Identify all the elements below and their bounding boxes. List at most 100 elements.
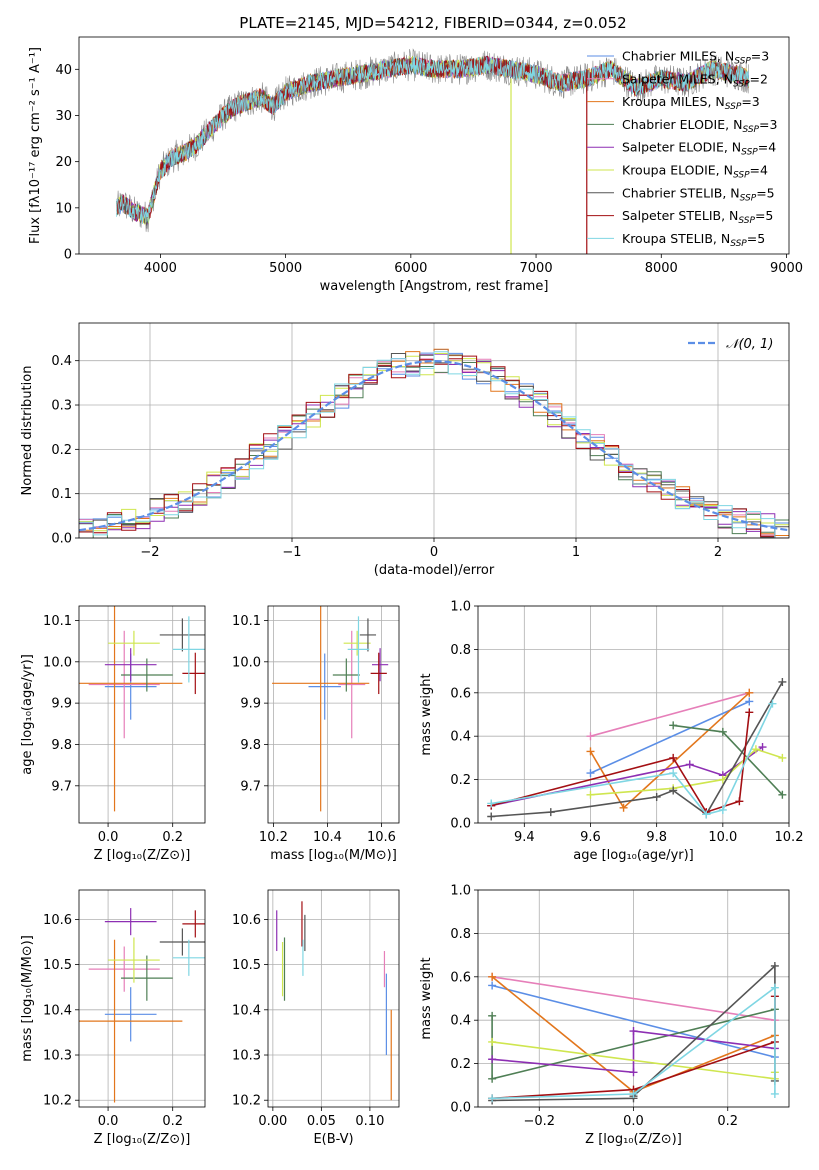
y-tick-label: 0.1 bbox=[51, 487, 72, 502]
data-point bbox=[669, 769, 678, 778]
y-tick-label: 0.2 bbox=[450, 1057, 471, 1072]
x-axis-label: Z [log₁₀(Z/Z⊙)] bbox=[585, 1132, 682, 1147]
data-point bbox=[669, 753, 678, 762]
panel-mass_vs_EBV: 0.00 0.05 0.10 10.2 10.3 10.4 10.5 10.6 E(B-V) bbox=[232, 889, 400, 1147]
y-tick-label: 10.4 bbox=[232, 1003, 261, 1018]
legend-label-n: =3 bbox=[741, 94, 759, 109]
y-tick-label: 0.8 bbox=[450, 643, 471, 658]
legend-label-text: Salpeter ELODIE, N bbox=[622, 140, 741, 155]
normal-curve bbox=[79, 359, 789, 532]
y-tick-label: 10.5 bbox=[43, 958, 72, 973]
y-tick-label: 0.6 bbox=[450, 970, 471, 985]
x-tick-label: 9.6 bbox=[580, 830, 601, 845]
x-tick-label: 10.0 bbox=[708, 830, 737, 845]
x-tick-label: 1 bbox=[572, 545, 580, 560]
y-tick-label: 10.6 bbox=[232, 913, 261, 928]
x-tick-label: 9.4 bbox=[514, 830, 535, 845]
x-axis-label: Z [log₁₀(Z/Z⊙)] bbox=[94, 848, 191, 863]
y-tick-label: 30 bbox=[55, 109, 72, 124]
legend-label-n: =3 bbox=[751, 49, 769, 64]
series-line bbox=[492, 985, 776, 1100]
data-point bbox=[770, 961, 779, 970]
data-point bbox=[488, 972, 497, 981]
x-tick-label: 0.10 bbox=[355, 1114, 384, 1129]
data-point bbox=[768, 699, 777, 708]
series-line bbox=[491, 976, 776, 1021]
data-point bbox=[702, 810, 711, 819]
y-tick-label: 10.2 bbox=[43, 1094, 72, 1109]
legend-label: Salpeter STELIB, NSSP=5 bbox=[622, 208, 773, 226]
axes-frame bbox=[78, 36, 790, 255]
x-tick-label: 6000 bbox=[394, 261, 427, 276]
y-tick-label: 0.8 bbox=[450, 927, 471, 942]
x-tick-label: 10.2 bbox=[775, 830, 804, 845]
legend-label-sub: SSP bbox=[741, 148, 758, 158]
x-tick-label: 0.2 bbox=[717, 1114, 738, 1129]
data-point bbox=[586, 790, 595, 799]
legend-label-sub: SSP bbox=[733, 79, 750, 89]
y-tick-label: 9.9 bbox=[240, 697, 261, 712]
x-axis-label: Z [log₁₀(Z/Z⊙)] bbox=[94, 1132, 191, 1147]
data-point bbox=[669, 786, 678, 795]
gridlines bbox=[79, 890, 205, 1107]
y-tick-label: 0.3 bbox=[51, 399, 72, 414]
panel-weight_vs_Z: −0.2 0.0 0.2 0.0 0.2 0.4 0.6 0.8 1.0 Z [log₁₀(Z/Z… bbox=[419, 884, 790, 1147]
data-point bbox=[488, 1055, 497, 1064]
x-tick-label: 0 bbox=[430, 545, 438, 560]
legend-label-n: =2 bbox=[750, 71, 768, 86]
x-tick-label: 0.0 bbox=[98, 1114, 119, 1129]
legend-label: Kroupa MILES, NSSP=3 bbox=[622, 94, 760, 112]
plot-area bbox=[272, 606, 389, 812]
x-tick-label: 7000 bbox=[520, 261, 553, 276]
gridlines bbox=[268, 890, 399, 1107]
legend-label-sub: SSP bbox=[740, 193, 757, 203]
data-point bbox=[745, 708, 754, 717]
plot-area bbox=[487, 677, 787, 821]
legend-label-text: Kroupa MILES, N bbox=[622, 94, 725, 109]
x-tick-label: 0.05 bbox=[307, 1114, 336, 1129]
y-tick-label: 9.7 bbox=[51, 779, 72, 794]
legend-label-sub: SSP bbox=[742, 125, 759, 135]
data-point bbox=[751, 745, 760, 754]
legend-label: Kroupa ELODIE, NSSP=4 bbox=[622, 163, 768, 181]
panel-spectrum: 4000 5000 6000 7000 8000 9000 0 10 20 30 40 wavelen… bbox=[28, 36, 803, 294]
axes-frame bbox=[477, 605, 790, 824]
y-tick-label: 9.9 bbox=[51, 697, 72, 712]
y-axis-label: mass [log₁₀(M/M⊙)] bbox=[20, 935, 35, 1062]
data-point bbox=[758, 743, 767, 752]
plot-area bbox=[79, 606, 205, 812]
x-axis-label: wavelength [Angstrom, rest frame] bbox=[320, 279, 549, 294]
series-line bbox=[491, 703, 774, 816]
x-tick-label: −2 bbox=[140, 545, 159, 560]
axes-frame bbox=[267, 889, 400, 1108]
plot-area bbox=[488, 961, 779, 1105]
series-line bbox=[590, 700, 750, 774]
data-point bbox=[778, 790, 787, 799]
legend-label: Chabrier MILES, NSSP=3 bbox=[622, 49, 769, 67]
y-tick-label: 9.8 bbox=[51, 738, 72, 753]
gridlines bbox=[478, 605, 790, 824]
x-tick-label: −1 bbox=[282, 545, 301, 560]
y-tick-label: 40 bbox=[55, 63, 72, 78]
data-point bbox=[745, 697, 754, 706]
data-point bbox=[778, 753, 787, 762]
legend-label: Chabrier ELODIE, NSSP=3 bbox=[622, 117, 777, 135]
x-axis-label: E(B-V) bbox=[313, 1132, 353, 1147]
legend-label-text: Chabrier MILES, N bbox=[622, 49, 734, 64]
data-point bbox=[770, 1089, 779, 1098]
y-tick-label: 10.5 bbox=[232, 958, 261, 973]
data-point bbox=[586, 769, 595, 778]
panel-mass_vs_Z: 0.0 0.2 10.2 10.3 10.4 10.5 10.6 Z [log₁₀(Z/Z⊙)… bbox=[20, 889, 206, 1147]
data-point bbox=[652, 792, 661, 801]
y-tick-label: 0.0 bbox=[450, 817, 471, 832]
panel-weight_vs_age: 9.4 9.6 9.8 10.0 10.2 0.0 0.2 0.4 0.6 0.8 1.0 age [… bbox=[419, 600, 803, 864]
y-tick-label: 1.0 bbox=[450, 600, 471, 615]
y-tick-label: 0.0 bbox=[51, 532, 72, 547]
histogram-step bbox=[79, 351, 776, 538]
axes-frame bbox=[267, 605, 400, 824]
series-line bbox=[590, 692, 750, 737]
legend-label-n: =5 bbox=[747, 231, 765, 246]
data-point bbox=[770, 983, 779, 992]
y-tick-label: 10.6 bbox=[43, 913, 72, 928]
y-tick-label: 0.2 bbox=[450, 773, 471, 788]
